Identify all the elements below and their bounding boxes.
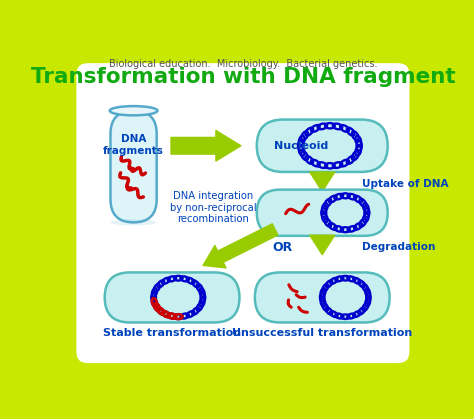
FancyBboxPatch shape	[255, 272, 390, 323]
FancyBboxPatch shape	[105, 272, 239, 323]
FancyBboxPatch shape	[65, 55, 421, 368]
Text: Transformation with DNA fragment: Transformation with DNA fragment	[31, 67, 455, 87]
Ellipse shape	[109, 106, 157, 115]
FancyBboxPatch shape	[257, 190, 388, 236]
Text: Unsuccessful transformation: Unsuccessful transformation	[232, 328, 412, 338]
FancyBboxPatch shape	[74, 61, 411, 365]
Text: Stable transformation: Stable transformation	[103, 328, 241, 338]
Text: DNA integration
by non-reciprocal
recombination: DNA integration by non-reciprocal recomb…	[170, 191, 256, 224]
Text: DNA
fragments: DNA fragments	[103, 134, 164, 156]
Text: Nucleoid: Nucleoid	[273, 141, 328, 151]
Text: Biological education.  Microbiology.  Bacterial genetics.: Biological education. Microbiology. Bact…	[109, 59, 377, 69]
Text: OR: OR	[272, 241, 292, 254]
FancyBboxPatch shape	[110, 111, 157, 222]
FancyBboxPatch shape	[257, 119, 388, 172]
Text: Uptake of DNA: Uptake of DNA	[362, 179, 449, 189]
Ellipse shape	[110, 219, 157, 225]
Text: Degradation: Degradation	[362, 243, 436, 252]
